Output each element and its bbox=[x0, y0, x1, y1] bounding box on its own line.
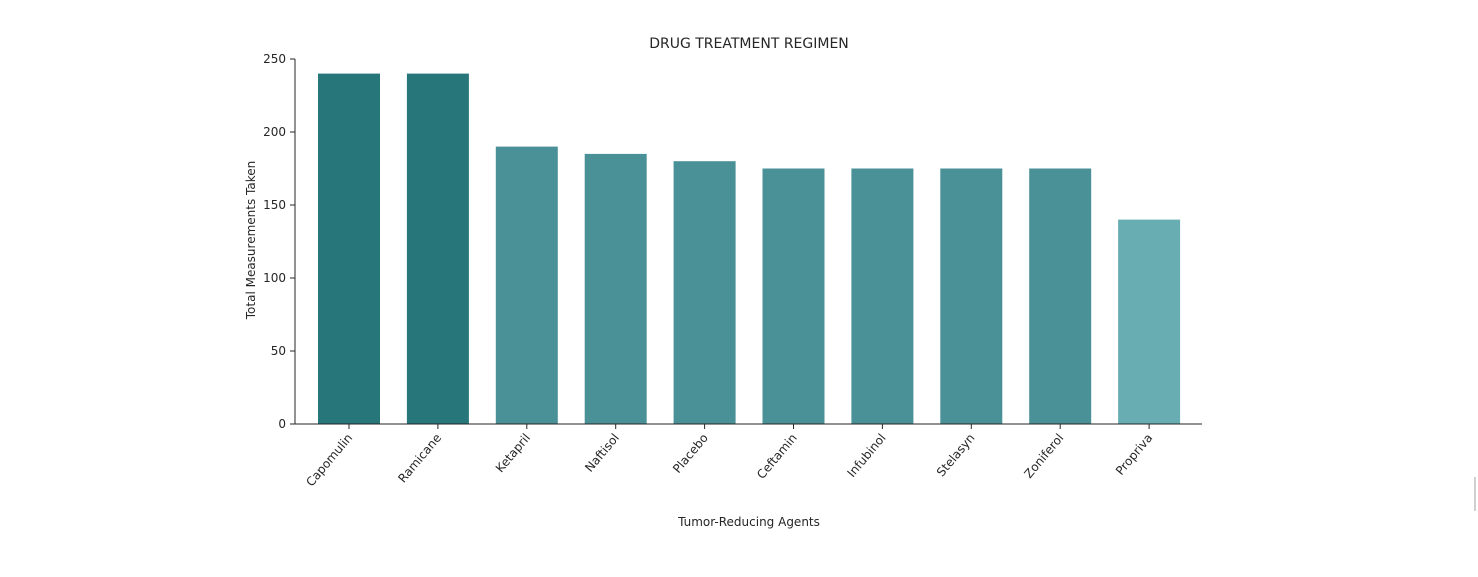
bars-group bbox=[318, 73, 1181, 424]
y-tick-label: 50 bbox=[271, 344, 286, 358]
bar-capomulin bbox=[318, 73, 380, 424]
x-tick-label: Ketapril bbox=[493, 431, 533, 475]
bar-infubinol bbox=[851, 168, 914, 424]
bar-zoniferol bbox=[1029, 168, 1092, 424]
x-tick-label: Capomulin bbox=[303, 431, 355, 489]
x-tick-label: Infubinol bbox=[844, 431, 888, 480]
y-tick-label: 100 bbox=[263, 271, 286, 285]
y-tick-label: 0 bbox=[278, 417, 286, 431]
bar-naftisol bbox=[584, 153, 647, 424]
y-tick-label: 150 bbox=[263, 198, 286, 212]
scroll-indicator bbox=[1474, 477, 1476, 511]
bar-ceftamin bbox=[762, 168, 825, 424]
x-tick-label: Propriva bbox=[1113, 431, 1155, 478]
x-tick-label: Ramicane bbox=[395, 431, 444, 485]
x-axis-title: Tumor-Reducing Agents bbox=[677, 515, 820, 529]
x-tick-label: Ceftamin bbox=[754, 431, 800, 482]
bar-ramicane bbox=[406, 73, 469, 424]
x-tick-label: Zoniferol bbox=[1021, 431, 1066, 481]
x-tick-label: Placebo bbox=[670, 431, 711, 476]
x-tick-label: Naftisol bbox=[582, 431, 622, 475]
x-ticks-group: Capomulin Ramicane Ketapril Naftisol Placebo… bbox=[303, 424, 1155, 489]
y-ticks-group: 0 50 100 150 200 250 bbox=[263, 52, 295, 431]
bar-ketapril bbox=[495, 146, 558, 424]
y-tick-label: 250 bbox=[263, 52, 286, 66]
y-axis-title: Total Measurements Taken bbox=[244, 161, 258, 321]
chart-title: DRUG TREATMENT REGIMEN bbox=[649, 36, 849, 52]
bar-stelasyn bbox=[940, 168, 1003, 424]
x-tick-label: Stelasyn bbox=[934, 431, 978, 479]
bar-propriva bbox=[1118, 219, 1181, 424]
y-tick-label: 200 bbox=[263, 125, 286, 139]
bar-placebo bbox=[673, 161, 736, 424]
